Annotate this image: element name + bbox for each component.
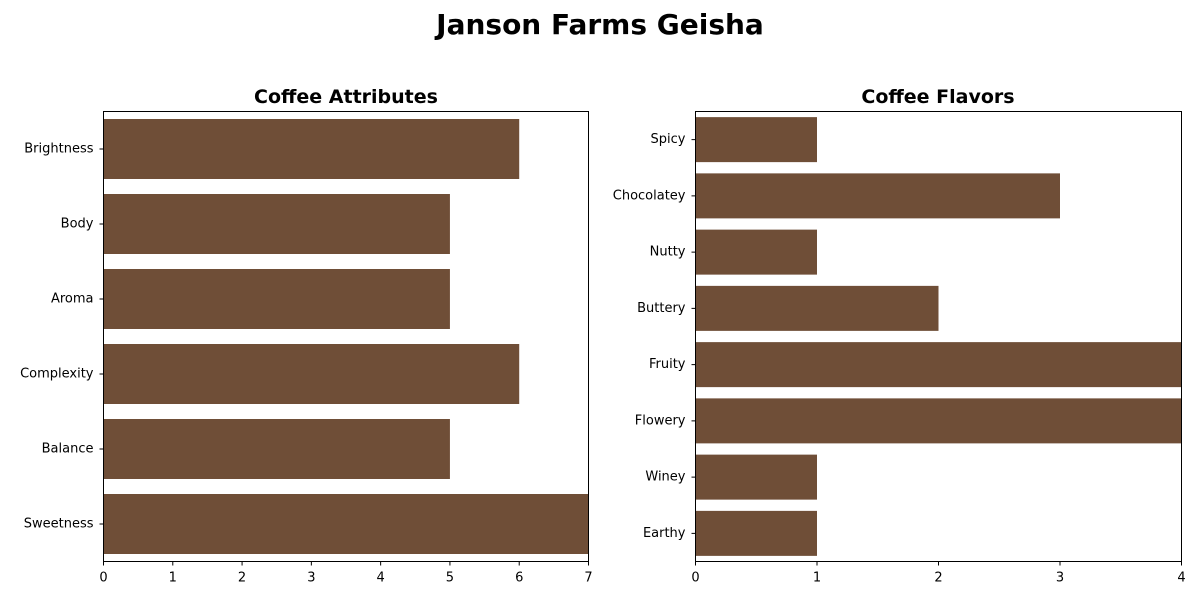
- flavors-ytick-label-winey: Winey: [645, 470, 685, 485]
- flavors-bar-earthy: [695, 510, 817, 556]
- flavors-xtick-label-4: 4: [1177, 571, 1185, 586]
- attributes-bar-brightness: [103, 119, 520, 179]
- flavors-ytick-label-nutty: Nutty: [650, 245, 686, 260]
- attributes-xtick-label-2: 2: [238, 571, 246, 586]
- flavors-ytick-label-flowery: Flowery: [635, 413, 686, 428]
- attributes-xtick-label-4: 4: [377, 571, 385, 586]
- attributes-ticks: Brightness Body Aroma Complexity Balance Swee…: [20, 142, 593, 586]
- attributes-ytick-label-balance: Balance: [42, 442, 94, 457]
- flavors-bar-nutty: [695, 229, 817, 275]
- attributes-xtick-label-0: 0: [99, 571, 107, 586]
- attributes-xtick-label-6: 6: [515, 571, 523, 586]
- attributes-ytick-label-brightness: Brightness: [24, 142, 93, 157]
- attributes-ytick-label-complexity: Complexity: [20, 367, 94, 382]
- flavors-xtick-label-0: 0: [691, 571, 699, 586]
- attributes-chart-title: Coffee Attributes: [254, 86, 438, 108]
- flavors-xtick-label-3: 3: [1056, 571, 1064, 586]
- flavors-bar-winey: [695, 454, 817, 500]
- flavors-bar-chocolatey: [695, 173, 1060, 219]
- flavors-panel: Coffee Flavors Spicy Chocolatey Nutty Butte…: [613, 86, 1186, 586]
- attributes-panel: Coffee Attributes Brightness Body Aroma Com…: [20, 86, 593, 586]
- flavors-bar-spicy: [695, 117, 817, 163]
- attributes-plot-frame: [103, 111, 589, 562]
- flavors-ticks: Spicy Chocolatey Nutty Buttery Fruity Flowery…: [613, 132, 1186, 585]
- flavors-ytick-label-fruity: Fruity: [649, 357, 686, 372]
- flavors-xtick-label-1: 1: [813, 571, 821, 586]
- attributes-bars: [103, 119, 589, 554]
- flavors-bar-buttery: [695, 285, 939, 331]
- attributes-bar-aroma: [103, 269, 450, 329]
- flavors-bar-fruity: [695, 342, 1182, 388]
- attributes-ytick-label-body: Body: [61, 217, 94, 232]
- flavors-ytick-label-spicy: Spicy: [651, 132, 686, 147]
- flavors-chart-title: Coffee Flavors: [861, 86, 1014, 108]
- attributes-xtick-label-3: 3: [307, 571, 315, 586]
- attributes-bar-complexity: [103, 344, 520, 404]
- flavors-xtick-label-2: 2: [934, 571, 942, 586]
- flavors-ytick-label-buttery: Buttery: [637, 301, 686, 316]
- flavors-ytick-label-earthy: Earthy: [643, 526, 686, 541]
- attributes-bar-body: [103, 194, 450, 254]
- flavors-bar-flowery: [695, 398, 1182, 444]
- flavors-ytick-label-chocolatey: Chocolatey: [613, 188, 686, 203]
- figure-title: Janson Farms Geisha: [434, 8, 764, 41]
- attributes-ytick-label-sweetness: Sweetness: [24, 517, 94, 532]
- attributes-bar-balance: [103, 419, 450, 479]
- attributes-xtick-label-5: 5: [446, 571, 454, 586]
- attributes-bar-sweetness: [103, 494, 589, 554]
- attributes-ytick-label-aroma: Aroma: [51, 292, 94, 307]
- flavors-bars: [695, 117, 1182, 556]
- attributes-xtick-label-7: 7: [584, 571, 592, 586]
- attributes-xtick-label-1: 1: [169, 571, 177, 586]
